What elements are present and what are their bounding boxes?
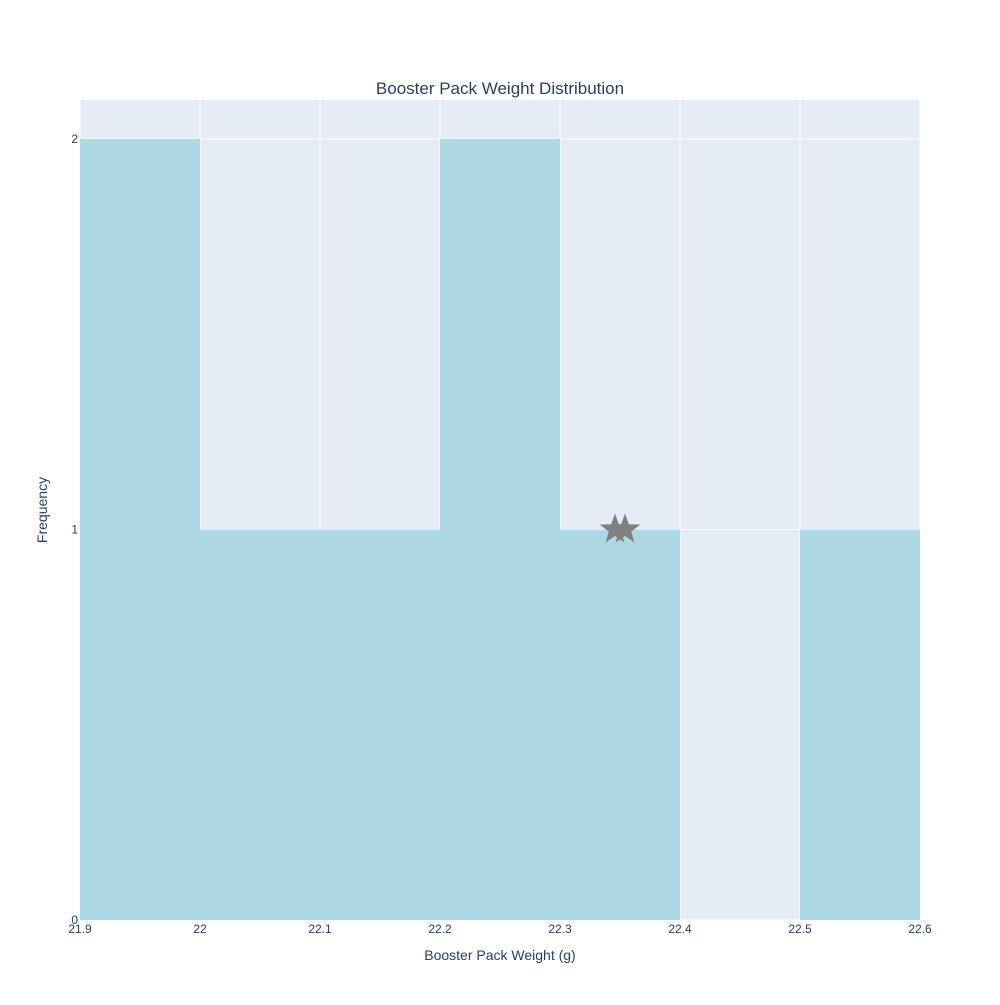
x-tick-label: 22 — [193, 922, 207, 936]
histogram-bar — [560, 529, 680, 920]
histogram-bar — [440, 139, 560, 921]
histogram-bars — [80, 139, 920, 921]
x-tick-label: 22.6 — [908, 922, 932, 936]
y-tick-label: 0 — [71, 913, 78, 927]
y-axis-ticks: 0 1 2 — [71, 132, 78, 927]
x-tick-label: 22.2 — [428, 922, 452, 936]
chart-title: Booster Pack Weight Distribution — [376, 79, 624, 98]
histogram-bar — [320, 529, 440, 920]
x-tick-label: 22.3 — [548, 922, 572, 936]
histogram-bar — [80, 139, 200, 921]
histogram-bar — [800, 529, 920, 920]
histogram-bar — [200, 529, 320, 920]
x-axis-ticks: 21.9 22 22.1 22.2 22.3 22.4 22.5 22.6 — [68, 922, 932, 936]
x-axis-title: Booster Pack Weight (g) — [424, 947, 575, 963]
annotation-markers — [599, 513, 641, 543]
y-tick-label: 1 — [71, 523, 78, 537]
y-tick-label: 2 — [71, 132, 78, 146]
x-tick-label: 21.9 — [68, 922, 92, 936]
x-tick-label: 22.5 — [788, 922, 812, 936]
y-axis-title: Frequency — [34, 477, 50, 543]
x-tick-label: 22.4 — [668, 922, 692, 936]
star-marker — [609, 513, 641, 543]
x-tick-label: 22.1 — [308, 922, 332, 936]
